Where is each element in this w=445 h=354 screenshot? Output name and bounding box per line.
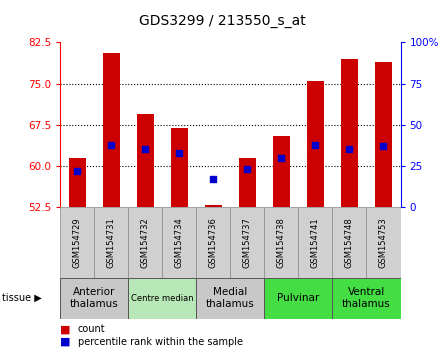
Text: Centre median: Centre median xyxy=(131,294,194,303)
Text: GSM154748: GSM154748 xyxy=(345,217,354,268)
Point xyxy=(142,147,149,152)
Bar xyxy=(375,62,392,207)
Point xyxy=(210,176,217,182)
Bar xyxy=(264,207,299,278)
Text: GSM154741: GSM154741 xyxy=(311,217,320,268)
Bar xyxy=(239,158,256,207)
Bar xyxy=(307,81,324,207)
Text: Ventral
thalamus: Ventral thalamus xyxy=(342,287,391,309)
Point xyxy=(312,142,319,147)
Point xyxy=(176,150,183,156)
Text: GSM154753: GSM154753 xyxy=(379,217,388,268)
Bar xyxy=(128,207,162,278)
Bar xyxy=(94,207,128,278)
Text: GDS3299 / 213550_s_at: GDS3299 / 213550_s_at xyxy=(139,14,306,28)
Bar xyxy=(367,207,401,278)
Text: Pulvinar: Pulvinar xyxy=(277,293,320,303)
Text: GSM154734: GSM154734 xyxy=(175,217,184,268)
Text: GSM154736: GSM154736 xyxy=(209,217,218,268)
Text: GSM154732: GSM154732 xyxy=(141,217,150,268)
Bar xyxy=(231,207,264,278)
Point xyxy=(278,155,285,161)
Bar xyxy=(137,114,154,207)
Text: tissue ▶: tissue ▶ xyxy=(2,293,42,303)
Text: ■: ■ xyxy=(60,337,71,347)
Bar xyxy=(196,207,231,278)
Text: Medial
thalamus: Medial thalamus xyxy=(206,287,255,309)
Point xyxy=(346,147,353,152)
Text: GSM154738: GSM154738 xyxy=(277,217,286,268)
Bar xyxy=(264,278,332,319)
Point xyxy=(108,142,115,147)
Bar xyxy=(171,127,188,207)
Bar xyxy=(332,207,367,278)
Text: percentile rank within the sample: percentile rank within the sample xyxy=(78,337,243,347)
Bar xyxy=(299,207,332,278)
Bar xyxy=(341,59,358,207)
Text: ■: ■ xyxy=(60,324,71,334)
Point xyxy=(244,166,251,172)
Point xyxy=(380,143,387,149)
Bar xyxy=(332,278,400,319)
Point xyxy=(73,168,81,174)
Bar xyxy=(273,136,290,207)
Bar xyxy=(205,205,222,207)
Text: GSM154731: GSM154731 xyxy=(107,217,116,268)
Bar xyxy=(128,278,196,319)
Bar xyxy=(69,158,85,207)
Bar xyxy=(60,207,94,278)
Text: Anterior
thalamus: Anterior thalamus xyxy=(70,287,118,309)
Text: count: count xyxy=(78,324,105,334)
Bar xyxy=(103,53,120,207)
Bar xyxy=(196,278,264,319)
Bar xyxy=(162,207,196,278)
Text: GSM154729: GSM154729 xyxy=(73,217,81,268)
Text: GSM154737: GSM154737 xyxy=(243,217,252,268)
Bar xyxy=(60,278,128,319)
